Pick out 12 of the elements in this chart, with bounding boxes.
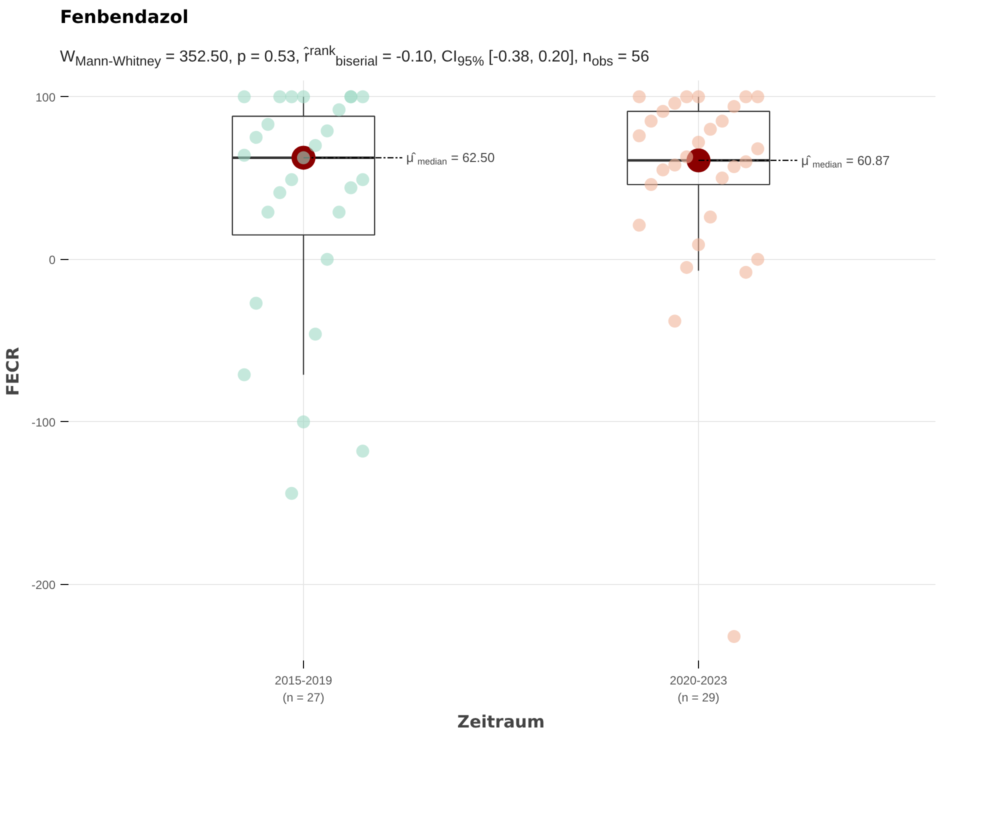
chart-title: Fenbendazol	[60, 6, 189, 30]
x-axis-title: Zeitraum	[457, 712, 545, 733]
x-tick-label: 2020-2023 (n = 29)	[670, 674, 728, 705]
annotation: μ̂median = 62.50	[406, 150, 495, 167]
text: W$_{Mann-Whitney}$ = 352.50, p = 0.53, r̂$^{rank}$$_{biserial}$ = -0.10, CI$_{95%}$ [-0.38, 0.20], n$_{obs}$ = 56	[60, 42, 650, 68]
y-tick-label: -100	[31, 416, 56, 430]
y-tick-label: 100	[35, 90, 56, 105]
x-tick-label: 2015-2019 (n = 27)	[274, 674, 333, 705]
y-tick-label: 0	[48, 253, 56, 268]
y-tick-label: -200	[31, 578, 56, 592]
y-axis-title: FECR	[3, 347, 24, 396]
annotation: μ̂median = 60.87	[801, 153, 890, 170]
